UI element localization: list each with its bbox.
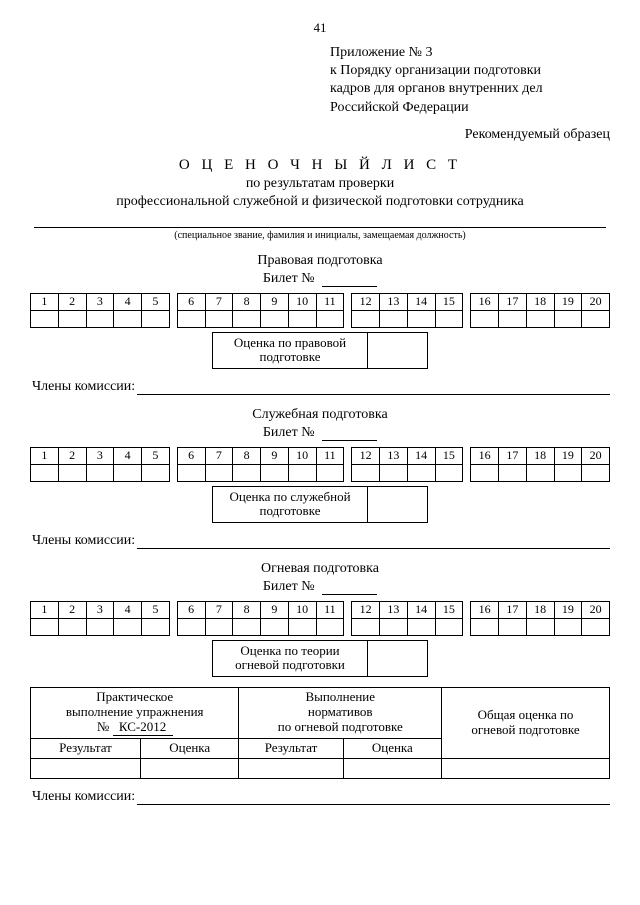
fire-members: Члены комиссии: — [32, 789, 610, 805]
service-ticket-label: Билет № — [263, 425, 315, 440]
practice-sub-score-1: Оценка — [141, 738, 239, 758]
cell-4: 4 — [114, 293, 142, 310]
cell-1: 1 — [31, 293, 59, 310]
legal-heading: Правовая подготовка — [30, 253, 610, 269]
gap — [463, 293, 471, 310]
appendix-line-2: к Порядку организации подготовки — [330, 62, 610, 80]
practice-cell — [239, 758, 343, 778]
practice-cell — [442, 758, 610, 778]
legal-members-blank — [137, 383, 610, 395]
service-eval-label: Оценка по служебнойподготовке — [213, 486, 368, 522]
cell-2: 2 — [58, 293, 86, 310]
appendix-block: Приложение № 3 к Порядку организации под… — [330, 44, 610, 117]
appendix-line-1: Приложение № 3 — [330, 44, 610, 62]
recommended-sample-label: Рекомендуемый образец — [30, 127, 610, 143]
service-grid: 12345 67891011 12131415 1617181920 — [30, 447, 610, 482]
cell-17: 17 — [499, 293, 527, 310]
name-blank-line — [34, 214, 606, 228]
cell-14: 14 — [407, 293, 435, 310]
cell-19: 19 — [554, 293, 582, 310]
service-members: Члены комиссии: — [32, 533, 610, 549]
practice-sub-result-2: Результат — [239, 738, 343, 758]
gap — [344, 293, 352, 310]
service-heading: Служебная подготовка — [30, 407, 610, 423]
legal-ticket-label: Билет № — [263, 271, 315, 286]
legal-eval-label: Оценка по правовойподготовке — [213, 332, 368, 368]
legal-ticket-blank — [322, 275, 377, 287]
legal-grid: 1 2 3 4 5 6 7 8 9 10 11 12 13 14 15 16 1… — [30, 293, 610, 328]
practice-cell — [31, 758, 141, 778]
service-eval-box: Оценка по служебнойподготовке — [212, 486, 428, 523]
cell-13: 13 — [380, 293, 408, 310]
appendix-line-4: Российской Федерации — [330, 99, 610, 117]
service-members-label: Члены комиссии: — [32, 533, 135, 549]
page-number: 41 — [30, 20, 610, 36]
legal-eval-box: Оценка по правовойподготовке — [212, 332, 428, 369]
practice-col2-head: Выполнение нормативов по огневой подгото… — [239, 687, 442, 738]
legal-members: Члены комиссии: — [32, 379, 610, 395]
cell-6: 6 — [177, 293, 205, 310]
practice-col3-head: Общая оценка по огневой подготовке — [442, 687, 610, 758]
name-caption: (специальное звание, фамилия и инициалы,… — [30, 230, 610, 241]
fire-eval-value — [368, 640, 428, 676]
cell-16: 16 — [471, 293, 499, 310]
title-sub2: профессиональной служебной и физической … — [30, 194, 610, 210]
title-sub1: по результатам проверки — [30, 176, 610, 192]
cell-8: 8 — [233, 293, 261, 310]
fire-members-blank — [137, 793, 610, 805]
gap — [169, 293, 177, 310]
practice-table: Практическое выполнение упражнения № КС-… — [30, 687, 610, 779]
fire-members-label: Члены комиссии: — [32, 789, 135, 805]
practice-col1-head: Практическое выполнение упражнения № КС-… — [31, 687, 239, 738]
legal-eval-value — [368, 332, 428, 368]
service-eval-value — [368, 486, 428, 522]
cell-20: 20 — [582, 293, 610, 310]
fire-eval-box: Оценка по теорииогневой подготовки — [212, 640, 428, 677]
practice-cell — [141, 758, 239, 778]
cell-7: 7 — [205, 293, 233, 310]
fire-ticket-label: Билет № — [263, 579, 315, 594]
fire-eval-label: Оценка по теорииогневой подготовки — [213, 640, 368, 676]
title-main: О Ц Е Н О Ч Н Ы Й Л И С Т — [30, 157, 610, 174]
cell-10: 10 — [288, 293, 316, 310]
exercise-number: КС-2012 — [113, 720, 173, 736]
fire-ticket-line: Билет № — [30, 579, 610, 595]
cell-9: 9 — [261, 293, 289, 310]
cell-5: 5 — [142, 293, 170, 310]
service-ticket-blank — [322, 429, 377, 441]
cell-18: 18 — [526, 293, 554, 310]
service-ticket-line: Билет № — [30, 425, 610, 441]
fire-grid: 12345 67891011 12131415 1617181920 — [30, 601, 610, 636]
cell-12: 12 — [352, 293, 380, 310]
legal-members-label: Члены комиссии: — [32, 379, 135, 395]
appendix-line-3: кадров для органов внутренних дел — [330, 80, 610, 98]
practice-sub-result-1: Результат — [31, 738, 141, 758]
service-members-blank — [137, 537, 610, 549]
fire-ticket-blank — [322, 583, 377, 595]
practice-sub-score-2: Оценка — [343, 738, 441, 758]
legal-ticket-line: Билет № — [30, 271, 610, 287]
practice-cell — [343, 758, 441, 778]
cell-15: 15 — [435, 293, 463, 310]
cell-3: 3 — [86, 293, 114, 310]
cell-11: 11 — [316, 293, 344, 310]
fire-heading: Огневая подготовка — [30, 561, 610, 577]
